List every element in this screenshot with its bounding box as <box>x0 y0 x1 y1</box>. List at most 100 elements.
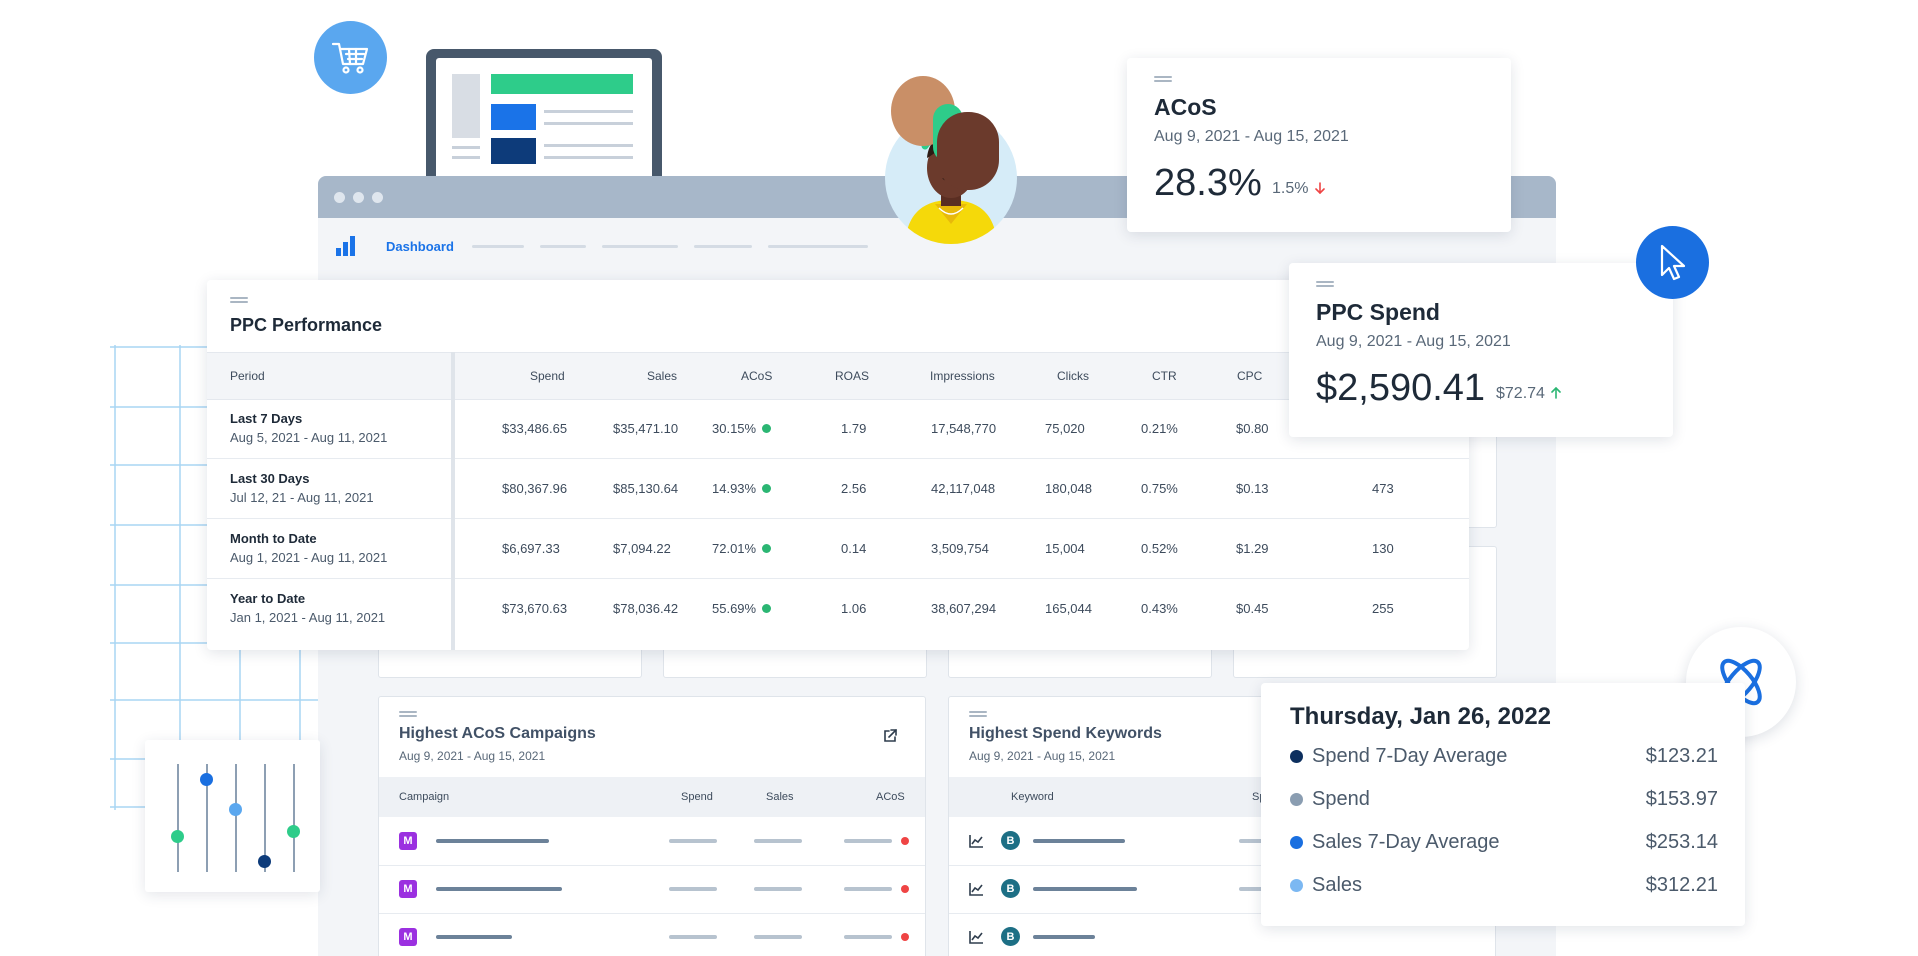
spend-cell: $73,670.63 <box>502 601 568 616</box>
impressions-cell: 42,117,048 <box>931 481 996 496</box>
column-header[interactable]: Campaign <box>399 791 450 803</box>
trend-chart-icon[interactable] <box>969 834 984 848</box>
highest-acos-campaigns-panel: Highest ACoS Campaigns Aug 9, 2021 - Aug… <box>378 696 926 956</box>
nav-placeholder[interactable] <box>471 244 524 248</box>
slider-track[interactable] <box>293 764 295 872</box>
slider-knob[interactable] <box>258 855 271 868</box>
tooltip-item: Spend $153.97 <box>1290 788 1718 811</box>
nav-placeholder[interactable] <box>767 244 868 248</box>
drag-handle-icon[interactable] <box>230 297 248 299</box>
tooltip-label: Sales 7-Day Average <box>1312 831 1500 853</box>
table-row[interactable]: Month to Date Aug 1, 2021 - Aug 11, 2021… <box>207 519 1469 579</box>
panel-date-range: Aug 9, 2021 - Aug 15, 2021 <box>399 749 546 763</box>
campaign-badge: M <box>399 880 417 898</box>
cpc-cell: $0.45 <box>1236 601 1269 616</box>
column-header[interactable]: Keyword <box>1011 791 1054 803</box>
panel-title: Highest Spend Keywords <box>969 725 1162 742</box>
status-dot <box>762 604 772 613</box>
panel-table-header: Campaign Spend Sales ACoS <box>379 777 925 817</box>
screen-line <box>544 122 633 125</box>
column-header-clicks[interactable]: Clicks <box>1057 369 1089 383</box>
table-row[interactable]: M <box>379 817 925 866</box>
period-cell: Last 7 Days Aug 5, 2021 - Aug 11, 2021 <box>230 411 387 445</box>
external-link-icon[interactable] <box>882 728 898 744</box>
legend-swatch <box>1290 879 1303 892</box>
spend-cell: $33,486.65 <box>502 421 568 436</box>
impressions-cell: 17,548,770 <box>931 421 997 436</box>
table-row[interactable]: M <box>379 865 925 914</box>
column-header-period[interactable]: Period <box>230 369 265 383</box>
column-header[interactable]: Spend <box>681 791 713 803</box>
acos-value: 14.93% <box>712 481 757 496</box>
column-header[interactable]: Sales <box>766 791 794 803</box>
clicks-cell: 180,048 <box>1045 481 1092 496</box>
background-card <box>948 646 1212 678</box>
spend-cell: $6,697.33 <box>502 541 560 556</box>
slider-knob[interactable] <box>171 830 184 843</box>
column-header-spend[interactable]: Spend <box>530 369 565 383</box>
column-header-sales[interactable]: Sales <box>647 369 678 383</box>
drag-handle-icon[interactable] <box>1316 281 1334 283</box>
period-cell: Year to Date Jan 1, 2021 - Aug 11, 2021 <box>230 591 385 625</box>
slider-knob[interactable] <box>200 773 213 786</box>
nav-placeholder[interactable] <box>539 244 586 248</box>
sliders-widget <box>145 740 320 892</box>
table-row[interactable]: B <box>949 913 1495 956</box>
placeholder-text <box>1033 839 1125 843</box>
column-header-acos[interactable]: ACoS <box>741 369 773 383</box>
table-row[interactable]: B <box>949 865 1495 914</box>
column-header-impressions[interactable]: Impressions <box>930 369 995 383</box>
metric-change: 1.5% <box>1272 180 1325 198</box>
period-name: Year to Date <box>230 591 306 606</box>
tooltip-value: $312.21 <box>1645 874 1718 896</box>
drag-handle-icon[interactable] <box>969 711 987 713</box>
frozen-column-divider <box>451 352 455 650</box>
nav-placeholder[interactable] <box>693 244 752 248</box>
tooltip-item: Sales 7-Day Average $253.14 <box>1290 831 1718 854</box>
acos-cell: 55.69% <box>712 601 772 616</box>
slider-track[interactable] <box>264 764 266 872</box>
column-header[interactable]: ACoS <box>876 791 905 803</box>
drag-handle-icon[interactable] <box>1154 76 1172 78</box>
table-row[interactable]: M <box>379 913 925 956</box>
column-header-ctr[interactable]: CTR <box>1152 369 1177 383</box>
period-name: Month to Date <box>230 531 317 546</box>
slider-knob[interactable] <box>229 803 242 816</box>
screen-line <box>544 144 633 147</box>
status-dot <box>901 933 909 941</box>
bar-chart-logo-icon[interactable] <box>336 236 358 256</box>
column-header-roas[interactable]: ROAS <box>835 369 870 383</box>
table-row[interactable]: B <box>949 817 1495 866</box>
slider-track[interactable] <box>206 764 208 872</box>
slider-track[interactable] <box>177 764 179 872</box>
window-dot[interactable] <box>372 191 383 203</box>
face <box>937 112 999 190</box>
roas-cell: 1.06 <box>841 601 867 616</box>
window-dot[interactable] <box>353 191 364 203</box>
roas-cell: 1.79 <box>841 421 867 436</box>
table-row[interactable]: Last 30 Days Jul 12, 21 - Aug 11, 2021 $… <box>207 459 1469 519</box>
placeholder-text <box>436 887 562 891</box>
slider-knob[interactable] <box>287 825 300 838</box>
spend-cell: $80,367.96 <box>502 481 568 496</box>
status-dot <box>762 544 772 553</box>
column-header-cpc[interactable]: CPC <box>1237 369 1263 383</box>
placeholder-text <box>669 887 717 891</box>
trend-chart-icon[interactable] <box>969 930 984 944</box>
nav-placeholder[interactable] <box>601 244 678 248</box>
trend-chart-icon[interactable] <box>969 882 984 896</box>
cursor-bubble[interactable] <box>1636 226 1709 299</box>
table-row[interactable]: Last 7 Days Aug 5, 2021 - Aug 11, 2021 $… <box>207 399 1469 459</box>
acos-card: ACoS Aug 9, 2021 - Aug 15, 2021 28.3% 1.… <box>1127 58 1511 232</box>
panel-title: Highest ACoS Campaigns <box>399 725 596 742</box>
roas-cell: 2.56 <box>841 481 867 496</box>
nav-dashboard[interactable]: Dashboard <box>386 238 454 254</box>
drag-handle-icon[interactable] <box>399 711 417 713</box>
screen-sidebar-block <box>452 74 480 138</box>
tooltip-value: $123.21 <box>1645 745 1718 767</box>
placeholder-text <box>669 935 717 939</box>
period-range: Aug 1, 2021 - Aug 11, 2021 <box>230 550 388 565</box>
window-dot[interactable] <box>334 191 345 203</box>
slider-track[interactable] <box>235 764 237 872</box>
table-row[interactable]: Year to Date Jan 1, 2021 - Aug 11, 2021 … <box>207 579 1469 638</box>
